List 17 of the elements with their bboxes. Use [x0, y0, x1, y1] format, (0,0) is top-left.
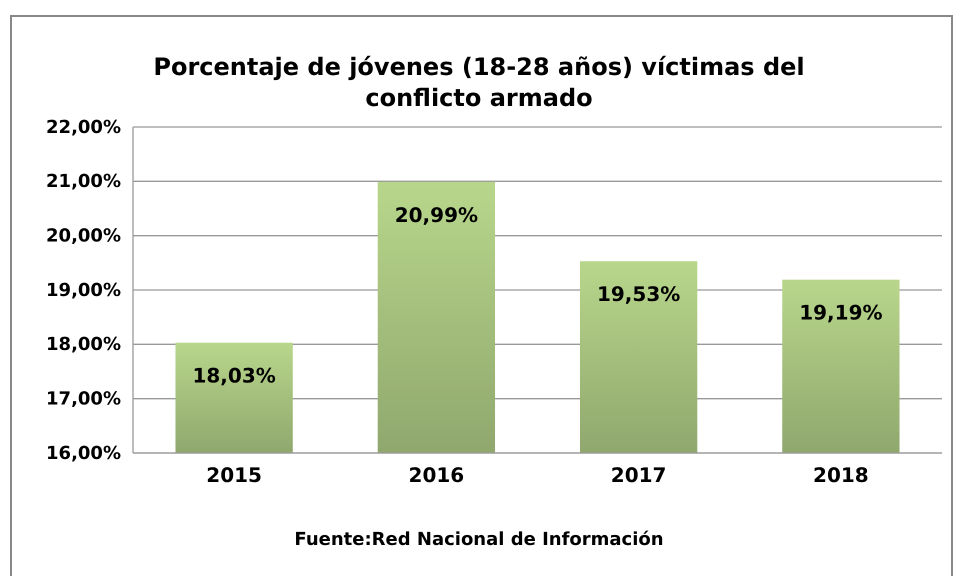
y-tick-label: 17,00% — [46, 388, 121, 410]
x-tick-label: 2015 — [206, 463, 262, 488]
y-tick-label: 16,00% — [46, 442, 121, 464]
y-tick-label: 19,00% — [46, 280, 121, 301]
source-note: Fuente:Red Nacional de Información — [294, 529, 664, 550]
data-label: 20,99% — [394, 202, 478, 227]
data-label: 19,19% — [799, 300, 883, 325]
x-tick-label: 2017 — [610, 463, 666, 488]
y-tick-label: 21,00% — [46, 171, 121, 192]
y-tick-label: 18,00% — [46, 334, 121, 356]
data-label: 18,03% — [192, 364, 276, 388]
data-label: 19,53% — [596, 282, 680, 306]
y-tick-label: 20,00% — [46, 225, 121, 246]
x-tick-label: 2018 — [813, 463, 869, 488]
y-tick-label: 22,00% — [46, 116, 121, 138]
x-tick-label: 2016 — [408, 463, 464, 488]
chart-title: Porcentaje de jóvenes (18-28 años) víctimas del conflicto armado — [153, 53, 805, 112]
